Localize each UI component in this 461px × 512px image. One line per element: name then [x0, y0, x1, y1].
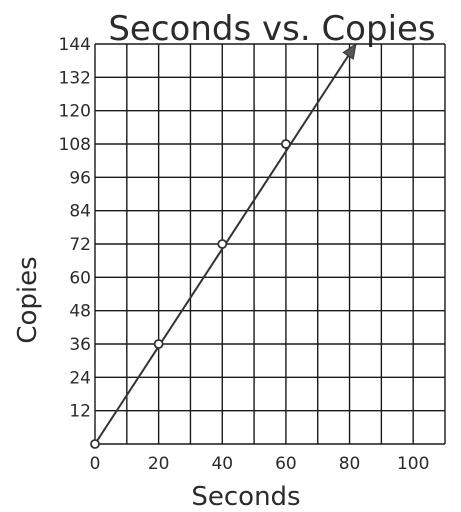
y-axis-ticks: 12 24 36 48 60 72 84 96 108 120 132 144	[59, 35, 91, 422]
data-point	[90, 439, 100, 449]
data-point	[153, 339, 164, 349]
x-tick-label: 80	[339, 454, 361, 474]
x-tick-label: 20	[148, 454, 170, 474]
series-arrowhead	[342, 42, 357, 60]
y-tick-label: 144	[59, 35, 91, 55]
y-tick-label: 36	[69, 335, 91, 355]
y-tick-label: 120	[59, 102, 91, 122]
grid	[94, 43, 446, 445]
data-point	[217, 239, 228, 249]
y-tick-label: 60	[69, 268, 91, 288]
series	[90, 42, 357, 449]
y-tick-label: 108	[59, 135, 91, 155]
x-tick-label: 60	[275, 454, 297, 474]
x-axis-label: Seconds	[191, 482, 300, 512]
y-tick-label: 12	[69, 402, 91, 422]
x-axis-ticks: 0 20 40 60 80 100	[90, 454, 430, 474]
data-point	[281, 139, 291, 149]
y-tick-label: 132	[59, 68, 91, 88]
y-tick-label: 72	[69, 235, 91, 255]
x-tick-label: 0	[90, 454, 101, 474]
y-axis-label: Copies	[13, 256, 43, 343]
y-tick-label: 24	[69, 368, 91, 388]
x-tick-label: 40	[211, 454, 233, 474]
x-tick-label: 100	[397, 454, 429, 474]
y-tick-label: 48	[69, 302, 91, 322]
chart-title: Seconds vs. Copies	[108, 9, 435, 49]
y-tick-label: 84	[69, 202, 91, 222]
y-tick-label: 96	[69, 168, 91, 188]
